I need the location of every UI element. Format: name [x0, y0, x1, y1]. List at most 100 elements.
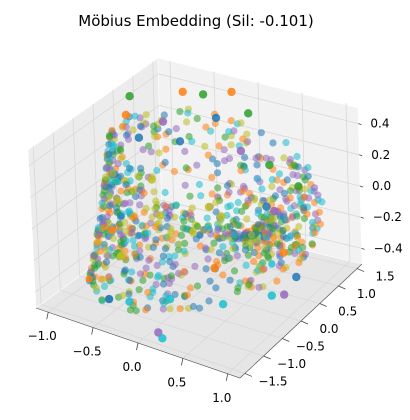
data-point — [102, 173, 110, 181]
tick-mark — [91, 327, 94, 335]
data-point — [234, 284, 242, 292]
series-point — [227, 87, 236, 97]
data-point — [207, 127, 215, 135]
data-point — [279, 265, 287, 273]
data-point — [131, 250, 139, 258]
data-point — [262, 154, 270, 162]
data-point — [298, 238, 306, 246]
axes-panes — [27, 57, 363, 379]
tick-mark — [46, 312, 49, 320]
data-point — [180, 247, 188, 255]
data-point — [234, 221, 242, 229]
data-point — [172, 201, 181, 209]
data-point — [131, 242, 139, 250]
data-point — [155, 149, 163, 157]
data-point — [136, 253, 144, 261]
y-tick-label: −1.5 — [258, 374, 287, 388]
data-point — [150, 122, 158, 130]
data-point — [136, 122, 145, 130]
y-tick-label: −1.0 — [277, 357, 306, 371]
tick-mark — [225, 373, 229, 381]
data-point — [223, 223, 232, 231]
z-tick-label: 0.2 — [371, 148, 390, 162]
data-point — [195, 304, 204, 312]
data-point — [253, 175, 262, 183]
data-point — [152, 236, 160, 244]
data-point — [131, 213, 139, 221]
data-point — [204, 151, 212, 159]
data-point — [145, 256, 153, 264]
data-point — [308, 218, 317, 226]
data-point — [121, 199, 129, 207]
data-point — [185, 132, 193, 141]
data-point — [212, 198, 220, 206]
data-point — [117, 146, 125, 155]
data-point — [237, 161, 245, 169]
data-point — [318, 198, 326, 206]
data-point — [144, 288, 152, 297]
data-point — [159, 280, 168, 288]
tick-mark — [263, 355, 271, 360]
data-point — [253, 161, 261, 169]
data-point — [286, 194, 294, 202]
series-point — [267, 291, 276, 300]
data-point — [92, 284, 100, 292]
data-point — [225, 128, 233, 136]
x-tick-label: −0.5 — [73, 345, 102, 359]
data-point — [303, 210, 311, 218]
data-point — [227, 117, 235, 125]
series-point — [198, 90, 208, 99]
series-point — [156, 211, 165, 220]
data-point — [270, 234, 278, 242]
data-point — [203, 223, 212, 231]
data-point — [258, 185, 266, 193]
data-point — [276, 186, 284, 194]
back-grid-z — [158, 73, 359, 124]
data-point — [165, 206, 173, 214]
data-point — [239, 187, 247, 195]
data-point — [161, 245, 170, 253]
data-point — [144, 229, 152, 237]
data-point — [100, 182, 108, 190]
data-point — [189, 227, 197, 235]
data-point — [160, 299, 168, 307]
data-point — [137, 164, 145, 172]
data-point — [94, 255, 102, 263]
data-point — [197, 192, 205, 200]
data-point — [139, 146, 147, 154]
data-point — [184, 109, 192, 117]
series-point — [280, 290, 289, 299]
data-point — [100, 282, 109, 290]
x-tick-label: 0.0 — [122, 360, 141, 374]
tick-mark — [359, 185, 364, 188]
data-point — [176, 108, 184, 116]
data-point — [195, 180, 203, 189]
data-point — [117, 238, 125, 246]
series-point — [270, 206, 279, 216]
data-point — [171, 213, 179, 221]
data-point — [172, 125, 180, 133]
data-point — [219, 243, 227, 251]
tick-mark — [319, 303, 327, 307]
data-point — [124, 135, 133, 143]
data-point — [202, 123, 210, 131]
series-point — [121, 110, 131, 120]
data-point — [254, 220, 262, 229]
data-point — [269, 139, 277, 147]
data-point — [261, 244, 269, 252]
tick-mark — [300, 320, 309, 325]
y-tick-label: 0.5 — [338, 305, 357, 319]
data-point — [215, 249, 223, 257]
tick-mark — [244, 373, 253, 377]
data-point — [125, 207, 133, 215]
data-point — [221, 257, 229, 265]
data-point — [238, 207, 246, 215]
data-point — [106, 202, 114, 210]
tick-mark — [338, 285, 346, 290]
data-point — [244, 251, 252, 259]
data-point — [308, 240, 316, 248]
data-point — [193, 282, 202, 290]
data-point — [128, 268, 136, 276]
data-point — [167, 272, 175, 280]
data-point — [277, 204, 285, 212]
